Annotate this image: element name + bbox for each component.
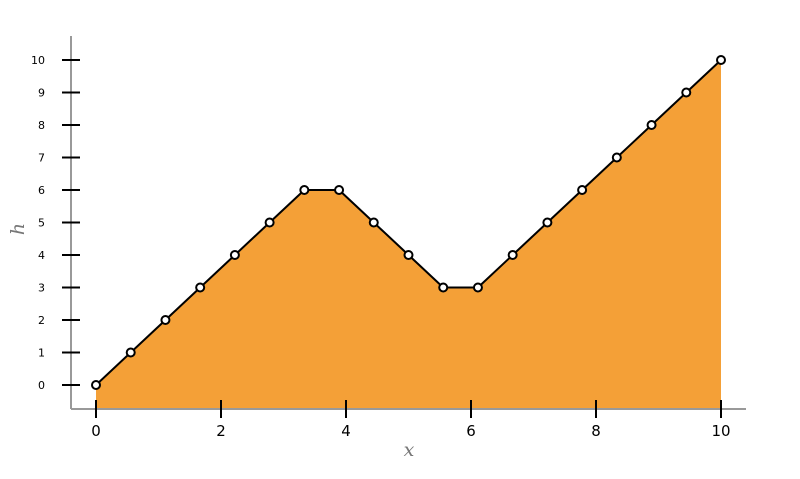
x-tick-label-8: 8	[591, 422, 601, 440]
data-point-5	[264, 217, 275, 228]
data-point-7	[334, 185, 345, 195]
x-tick-label-0: 0	[91, 422, 101, 440]
data-point-14	[577, 185, 588, 195]
y-tick-label-2: 2	[38, 314, 45, 327]
y-tick-label-0: 0	[38, 379, 45, 392]
data-point-18	[716, 55, 726, 65]
y-tick-label-10: 10	[31, 54, 45, 67]
y-tick-label-4: 4	[38, 249, 45, 262]
data-point-6	[299, 185, 310, 195]
y-tick-label-6: 6	[38, 184, 45, 197]
data-point-2	[160, 315, 171, 325]
y-tick-label-7: 7	[38, 152, 45, 165]
data-point-12	[507, 250, 518, 260]
data-point-0	[91, 380, 101, 390]
data-point-17	[681, 87, 692, 98]
area-layer	[96, 60, 721, 409]
y-tick-label-8: 8	[38, 119, 45, 132]
y-tick-label-1: 1	[38, 347, 45, 360]
data-point-1	[125, 347, 136, 358]
data-point-11	[472, 282, 483, 293]
data-point-16	[646, 120, 657, 130]
y-tick-label-9: 9	[38, 87, 45, 100]
ticks: 0 1 2 3 4 5 6 7 8 9 10 0 2 4 6 8 10	[31, 54, 731, 440]
data-point-3	[195, 282, 206, 293]
x-axis-title: x	[404, 439, 415, 461]
data-point-8	[368, 217, 379, 228]
y-tick-label-5: 5	[38, 217, 45, 230]
y-tick-label-3: 3	[38, 282, 45, 295]
data-point-4	[229, 250, 240, 260]
data-point-15	[611, 152, 622, 163]
y-axis-title: h	[7, 223, 29, 235]
x-tick-label-6: 6	[466, 422, 476, 440]
data-point-13	[542, 217, 553, 228]
area-fill	[96, 60, 721, 409]
data-point-9	[403, 250, 414, 260]
points-layer	[91, 55, 726, 390]
data-point-10	[438, 282, 449, 293]
x-tick-label-2: 2	[216, 422, 226, 440]
x-tick-label-4: 4	[341, 422, 351, 440]
x-tick-label-10: 10	[711, 422, 730, 440]
